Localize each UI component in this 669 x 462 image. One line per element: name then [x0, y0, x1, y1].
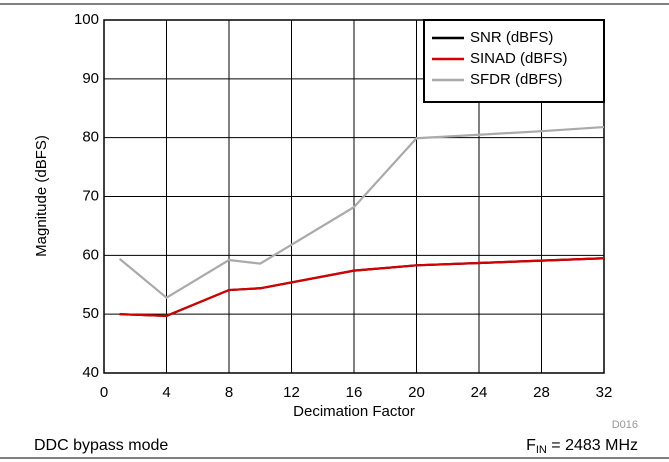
- legend-label: SNR (dBFS): [470, 29, 553, 46]
- series-line: [119, 257, 605, 318]
- x-tick-label: 8: [225, 384, 233, 401]
- caption-text: = 2483 MHz: [547, 437, 638, 454]
- figure-id: D016: [612, 419, 638, 431]
- y-tick-label: 90: [82, 70, 99, 87]
- y-tick-label: 100: [74, 11, 99, 28]
- caption-subscript: IN: [536, 444, 547, 456]
- x-tick-label: 28: [533, 384, 550, 401]
- caption-symbol: F: [526, 437, 536, 454]
- legend-label: SINAD (dBFS): [470, 50, 568, 67]
- x-tick-label: 20: [408, 384, 425, 401]
- x-tick-label: 24: [471, 384, 488, 401]
- legend-label: SFDR (dBFS): [470, 71, 563, 88]
- series-line: [119, 257, 605, 318]
- y-tick-label: 50: [82, 305, 99, 322]
- plot-frame: [103, 19, 605, 374]
- x-tick-label: 0: [100, 384, 108, 401]
- x-tick-label: 4: [162, 384, 170, 401]
- y-tick-label: 60: [82, 246, 99, 263]
- x-tick-label: 32: [596, 384, 613, 401]
- x-tick-label: 12: [283, 384, 300, 401]
- series-line: [118, 125, 605, 300]
- y-axis-label: Magnitude (dBFS): [33, 135, 50, 257]
- y-tick-label: 70: [82, 187, 99, 204]
- x-tick-label: 16: [346, 384, 363, 401]
- x-axis-label: Decimation Factor: [293, 403, 415, 420]
- y-tick-label: 80: [82, 129, 99, 146]
- caption-right: FIN = 2483 MHz: [526, 437, 638, 456]
- y-tick-label: 40: [82, 364, 99, 381]
- caption-left: DDC bypass mode: [34, 437, 168, 454]
- legend-box: [423, 19, 605, 103]
